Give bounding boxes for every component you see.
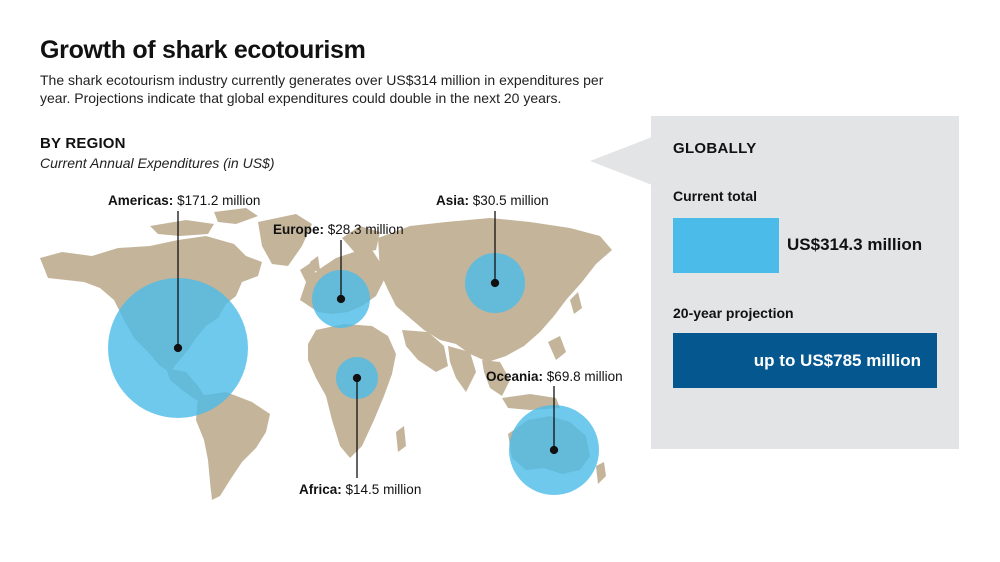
region-heading: BY REGION [40,135,126,152]
chart-title: Growth of shark ecotourism [40,36,366,64]
projection-label: 20-year projection [673,305,794,321]
oceania-dot [549,445,559,455]
region-label-oceania: Oceania: $69.8 million [486,369,623,384]
region-name: Americas [108,193,169,208]
region-name: Asia [436,193,465,208]
africa-dot [352,373,362,383]
world-map [40,208,612,500]
current-total-label: Current total [673,188,757,204]
europe-dot [336,294,346,304]
region-value: $69.8 million [546,369,623,384]
region-name: Oceania [486,369,539,384]
region-name: Europe [273,222,320,237]
region-value: $28.3 million [327,222,404,237]
asia-dot [490,278,500,288]
projection-value: up to US$785 million [753,351,921,370]
region-label-europe: Europe: $28.3 million [273,222,404,237]
region-value: $171.2 million [177,193,261,208]
projection-bar: up to US$785 million [673,333,937,388]
global-panel: GLOBALLY Current total US$314.3 million … [651,116,959,449]
region-value: $30.5 million [472,193,549,208]
region-label-africa: Africa: $14.5 million [299,482,422,497]
region-leaders [173,211,559,478]
region-label-asia: Asia: $30.5 million [436,193,549,208]
americas-dot [173,343,183,353]
region-name: Africa [299,482,338,497]
region-value: $14.5 million [345,482,422,497]
region-label-americas: Americas: $171.2 million [108,193,261,208]
current-total-value: US$314.3 million [787,235,923,254]
chart-subtitle: The shark ecotourism industry currently … [40,72,604,106]
global-heading: GLOBALLY [673,140,757,157]
region-subheading: Current Annual Expenditures (in US$) [40,155,275,171]
current-total-bar [673,218,779,273]
panel-pointer [590,137,652,185]
